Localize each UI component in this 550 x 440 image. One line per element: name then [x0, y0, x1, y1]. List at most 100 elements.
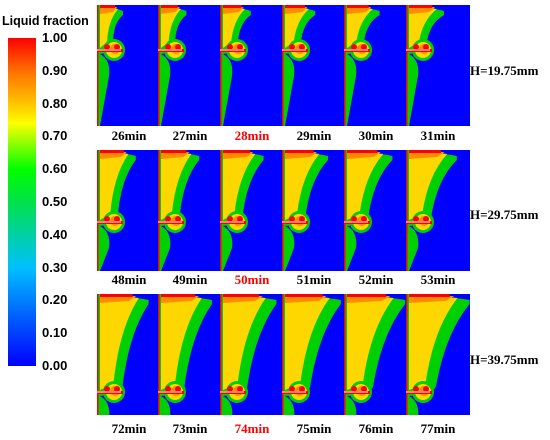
wall-liquid-layer [97, 150, 99, 271]
fin-liquid-cell [423, 216, 429, 222]
contour-panel [158, 5, 222, 126]
fin-liquid-cell [165, 44, 171, 50]
lower-melt-trail [409, 54, 419, 126]
plume-top-liquid [161, 294, 196, 297]
plume-top-hot [223, 152, 254, 159]
plume-top-liquid [409, 294, 450, 297]
wall-liquid-layer [282, 294, 284, 415]
fin-liquid-cell [114, 44, 120, 50]
contour-panel [282, 294, 346, 415]
fin-highlight [406, 49, 430, 51]
lower-melt-trail [161, 54, 171, 126]
contour-panel [282, 150, 346, 271]
lower-melt-trail [285, 396, 295, 415]
lower-melt-trail [347, 54, 357, 126]
contour-panel [158, 294, 222, 415]
fin-liquid-cell [289, 386, 295, 392]
fin-highlight [97, 49, 121, 51]
plume-top-liquid [100, 5, 115, 8]
lower-melt-trail [223, 226, 233, 271]
wall-liquid-layer [158, 294, 160, 415]
contour-panel [220, 5, 284, 126]
melt-plume-core [347, 7, 373, 48]
melt-plume-core [100, 152, 129, 220]
melt-plume-core [161, 152, 192, 220]
fin-liquid-cell [361, 44, 367, 50]
height-label: H=39.75mm [470, 352, 539, 367]
fin-liquid-cell [227, 216, 233, 222]
fin-liquid-cell [114, 386, 120, 392]
fin-liquid-cell [289, 44, 295, 50]
plume-top-liquid [223, 5, 242, 8]
fin-highlight [158, 221, 182, 223]
fin-liquid-cell [351, 216, 357, 222]
fin-liquid-cell [237, 216, 243, 222]
plume-top-hot [409, 7, 435, 14]
melt-plume-core [161, 7, 181, 48]
melt-plume-core [347, 296, 394, 390]
lower-melt-trail [161, 226, 171, 271]
height-label: H=19.75mm [470, 63, 539, 78]
contour-panel [97, 5, 161, 126]
fin-highlight [282, 49, 306, 51]
lower-melt-trail [409, 226, 419, 271]
plume-top-hot [347, 7, 372, 14]
melt-plume-core [161, 296, 202, 390]
fin-liquid-cell [165, 386, 171, 392]
plume-top-hot [100, 152, 127, 159]
time-label: 26min [111, 128, 147, 143]
contour-panel [344, 294, 408, 415]
fin-highlight [406, 391, 430, 393]
plume-top-hot [100, 7, 117, 14]
plume-top-hot [409, 152, 445, 159]
plume-top-liquid [347, 5, 369, 8]
time-label: 73min [172, 421, 208, 436]
wall-liquid-layer [97, 5, 99, 126]
lower-melt-trail [223, 54, 233, 126]
fin-liquid-cell [413, 44, 419, 50]
time-label: 29min [296, 128, 332, 143]
plume-top-hot [285, 7, 308, 14]
fin-highlight [220, 49, 244, 51]
contour-panel [406, 5, 470, 126]
fin-highlight [344, 49, 368, 51]
wall-liquid-layer [220, 5, 222, 126]
time-label: 74min [234, 421, 270, 436]
colorbar-tick-label: 0.00 [42, 358, 68, 373]
contour-panel [344, 150, 408, 271]
lower-melt-trail [347, 226, 357, 271]
wall-liquid-layer [282, 150, 284, 271]
plume-top-liquid [347, 294, 387, 297]
colorbar-title: Liquid fraction [2, 14, 89, 28]
colorbar-gradient [8, 38, 36, 366]
fin-liquid-cell [237, 386, 243, 392]
fin-highlight [406, 221, 430, 223]
wall-liquid-layer [406, 5, 408, 126]
plume-top-hot [223, 7, 244, 14]
lower-melt-trail [285, 226, 295, 271]
time-label: 51min [296, 272, 332, 287]
plume-top-liquid [100, 294, 133, 297]
wall-liquid-layer [344, 294, 346, 415]
fin-highlight [220, 221, 244, 223]
colorbar-tick-label: 0.90 [42, 62, 68, 78]
fin-highlight [158, 391, 182, 393]
fin-liquid-cell [299, 44, 305, 50]
fin-liquid-cell [289, 216, 295, 222]
colorbar-tick-label: 0.60 [42, 161, 68, 177]
fin-highlight [282, 221, 306, 223]
time-label: 77min [420, 421, 456, 436]
contour-panel [406, 294, 470, 415]
plume-top-liquid [161, 5, 178, 8]
colorbar-tick-label: 0.40 [42, 226, 68, 242]
wall-liquid-layer [282, 5, 284, 126]
fin-liquid-cell [361, 386, 367, 392]
contour-panel [220, 150, 284, 271]
fin-highlight [97, 221, 121, 223]
melt-plume-core [285, 7, 309, 48]
time-label: 75min [296, 421, 332, 436]
lower-melt-trail [100, 396, 110, 415]
fin-highlight [97, 391, 121, 393]
fin-highlight [344, 391, 368, 393]
time-label: 72min [111, 421, 147, 436]
